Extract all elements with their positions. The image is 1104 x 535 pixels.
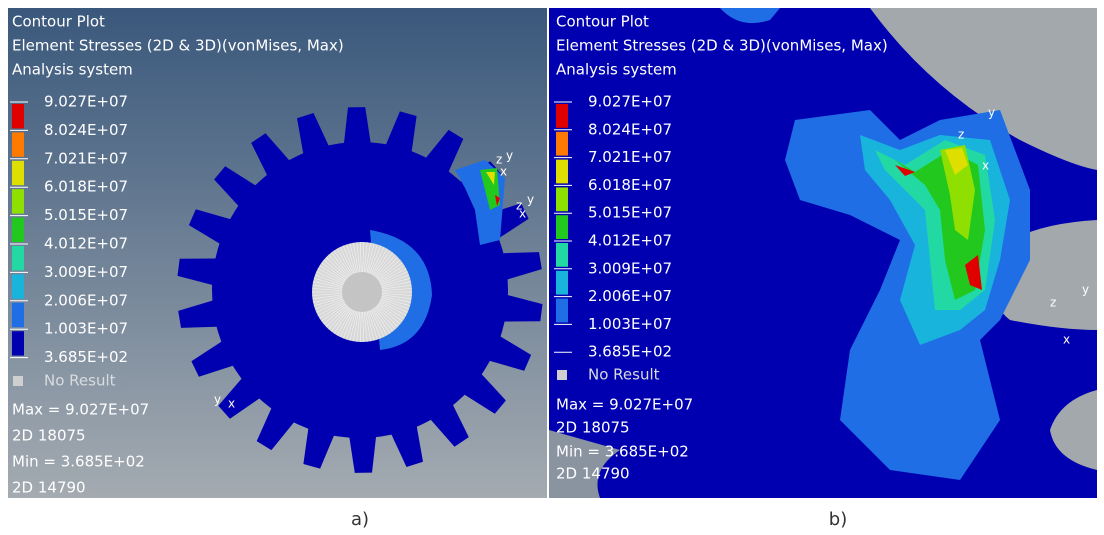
legend-label: 6.018E+07 [588,176,672,194]
legend-label: 5.015E+07 [588,204,672,222]
legend-label: 4.012E+07 [44,235,128,253]
legend-swatch [12,189,24,213]
legend-swatch [556,326,568,350]
legend-swatch [556,271,568,295]
legend-swatch [12,218,24,242]
legend-swatch [12,303,24,327]
legend-swatch [556,299,568,323]
caption: b) [829,509,847,530]
figure: Contour Plot Element Stresses (2D & 3D)(v… [0,0,1104,535]
legend-label: 9.027E+07 [588,93,672,111]
triad-label: z [958,128,964,142]
title-line: Contour Plot [556,13,649,31]
info-line: Max = 9.027E+07 [556,396,693,414]
legend-label: 7.021E+07 [588,148,672,166]
info-line: Min = 3.685E+02 [556,443,689,461]
triad-label: y [527,193,534,207]
triad-label: y [988,106,995,120]
triad-label: x [519,207,526,221]
legend-label: 8.024E+07 [44,121,128,139]
triad-label: y [506,149,513,163]
info-line: Max = 9.027E+07 [12,401,149,419]
info-line: 2D 18075 [12,427,86,445]
legend-label: 4.012E+07 [588,232,672,250]
legend-label: 5.015E+07 [44,206,128,224]
legend-label: 3.685E+02 [44,348,128,366]
info-line: 2D 14790 [12,479,86,497]
legend-label: 9.027E+07 [44,93,128,111]
legend-swatch [556,243,568,267]
triad-label: x [1063,333,1070,347]
triad-label: y [214,393,221,407]
info-line: 2D 18075 [556,419,630,437]
triad-label: x [982,159,989,173]
legend-label: 6.018E+07 [44,178,128,196]
legend-swatch [556,104,568,128]
legend-label: 3.009E+07 [588,259,672,277]
legend-label: 1.003E+07 [588,315,672,333]
caption: a) [351,509,369,530]
legend-swatch [556,160,568,184]
legend-swatch [12,104,24,128]
no-result-label: No Result [44,372,116,390]
legend-swatch [556,187,568,211]
no-result-swatch [13,376,23,386]
legend-label: 1.003E+07 [44,320,128,338]
legend-label: 3.009E+07 [44,263,128,281]
title-line: Analysis system [12,61,133,79]
legend-label: 8.024E+07 [588,120,672,138]
triad-label: z [1050,296,1056,310]
title-line: Contour Plot [12,13,105,31]
hub-center [342,272,382,312]
legend-label: 3.685E+02 [588,343,672,361]
legend-swatch [12,274,24,298]
triad-label: y [1082,283,1089,297]
triad-label: x [228,397,235,411]
legend-swatch [12,132,24,156]
triad-label: x [500,165,507,179]
legend-swatch [12,331,24,355]
legend-swatch [12,246,24,270]
legend-swatch [556,215,568,239]
title-line: Element Stresses (2D & 3D)(vonMises, Max… [12,37,344,55]
legend-label: 7.021E+07 [44,149,128,167]
info-line: 2D 14790 [556,465,630,483]
legend-label: 2.006E+07 [588,287,672,305]
legend-swatch [12,161,24,185]
legend-label: 2.006E+07 [44,291,128,309]
zoom-b [549,8,1097,498]
legend-swatch [556,132,568,156]
no-result-label: No Result [588,366,660,384]
title-line: Analysis system [556,61,677,79]
title-line: Element Stresses (2D & 3D)(vonMises, Max… [556,37,888,55]
no-result-swatch [557,370,567,380]
info-line: Min = 3.685E+02 [12,453,145,471]
